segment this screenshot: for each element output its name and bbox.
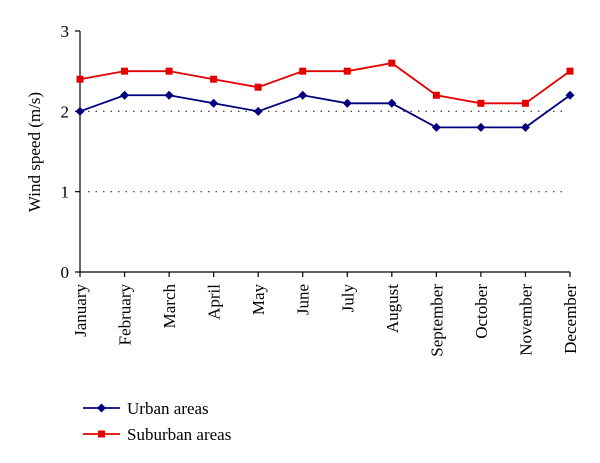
x-tick-label: June xyxy=(294,284,313,315)
data-point xyxy=(210,75,218,83)
x-tick-label: November xyxy=(516,284,535,356)
series-line xyxy=(79,94,571,129)
legend-label: Suburban areas xyxy=(127,425,231,444)
series-suburban-areas xyxy=(76,59,574,107)
data-point xyxy=(165,67,173,75)
data-point xyxy=(254,83,262,91)
data-point xyxy=(477,99,485,107)
x-tick-label: April xyxy=(205,284,224,320)
data-point xyxy=(298,90,308,100)
series-group xyxy=(75,59,575,132)
data-point xyxy=(164,90,174,100)
data-point xyxy=(343,67,351,75)
data-point xyxy=(566,67,574,75)
y-tick-label: 1 xyxy=(61,183,70,202)
x-tick-label: July xyxy=(338,284,357,313)
data-point xyxy=(565,90,575,100)
data-point xyxy=(520,122,530,132)
legend-marker xyxy=(98,430,105,438)
series-urban-areas xyxy=(75,90,575,132)
x-tick-label: December xyxy=(561,284,580,354)
series-line xyxy=(79,62,571,105)
data-point xyxy=(76,75,84,83)
data-point xyxy=(253,106,263,116)
axes xyxy=(79,31,570,273)
data-point xyxy=(342,98,352,108)
x-tick-label: March xyxy=(160,284,179,329)
legend-item: Urban areas xyxy=(83,399,209,418)
data-point xyxy=(388,59,396,67)
y-tick-label: 0 xyxy=(61,263,70,282)
x-tick-label: September xyxy=(427,284,446,357)
legend-label: Urban areas xyxy=(127,399,209,418)
y-tick-label: 3 xyxy=(61,22,70,41)
y-axis-label: Wind speed (m/s) xyxy=(25,92,44,212)
x-tick-label: October xyxy=(472,284,491,339)
data-point xyxy=(432,91,440,99)
data-point xyxy=(521,99,529,107)
x-tick-label: May xyxy=(249,284,268,316)
data-point xyxy=(431,122,441,132)
x-axis-ticks: January February March April May June July Augu… xyxy=(71,272,580,357)
gridlines xyxy=(88,110,565,193)
data-point xyxy=(299,67,307,75)
x-tick-label: February xyxy=(116,284,135,346)
data-point xyxy=(121,67,129,75)
y-tick-label: 2 xyxy=(61,102,70,121)
y-axis-ticks: 0 1 2 3 xyxy=(61,22,80,282)
x-tick-label: August xyxy=(383,284,402,333)
data-point xyxy=(476,122,486,132)
data-point xyxy=(120,90,130,100)
data-point xyxy=(209,98,219,108)
data-point xyxy=(75,106,85,116)
data-point xyxy=(387,98,397,108)
legend-marker xyxy=(97,403,106,413)
legend: Urban areas Suburban areas xyxy=(83,399,231,444)
x-tick-label: January xyxy=(71,284,90,337)
legend-item: Suburban areas xyxy=(83,425,231,444)
